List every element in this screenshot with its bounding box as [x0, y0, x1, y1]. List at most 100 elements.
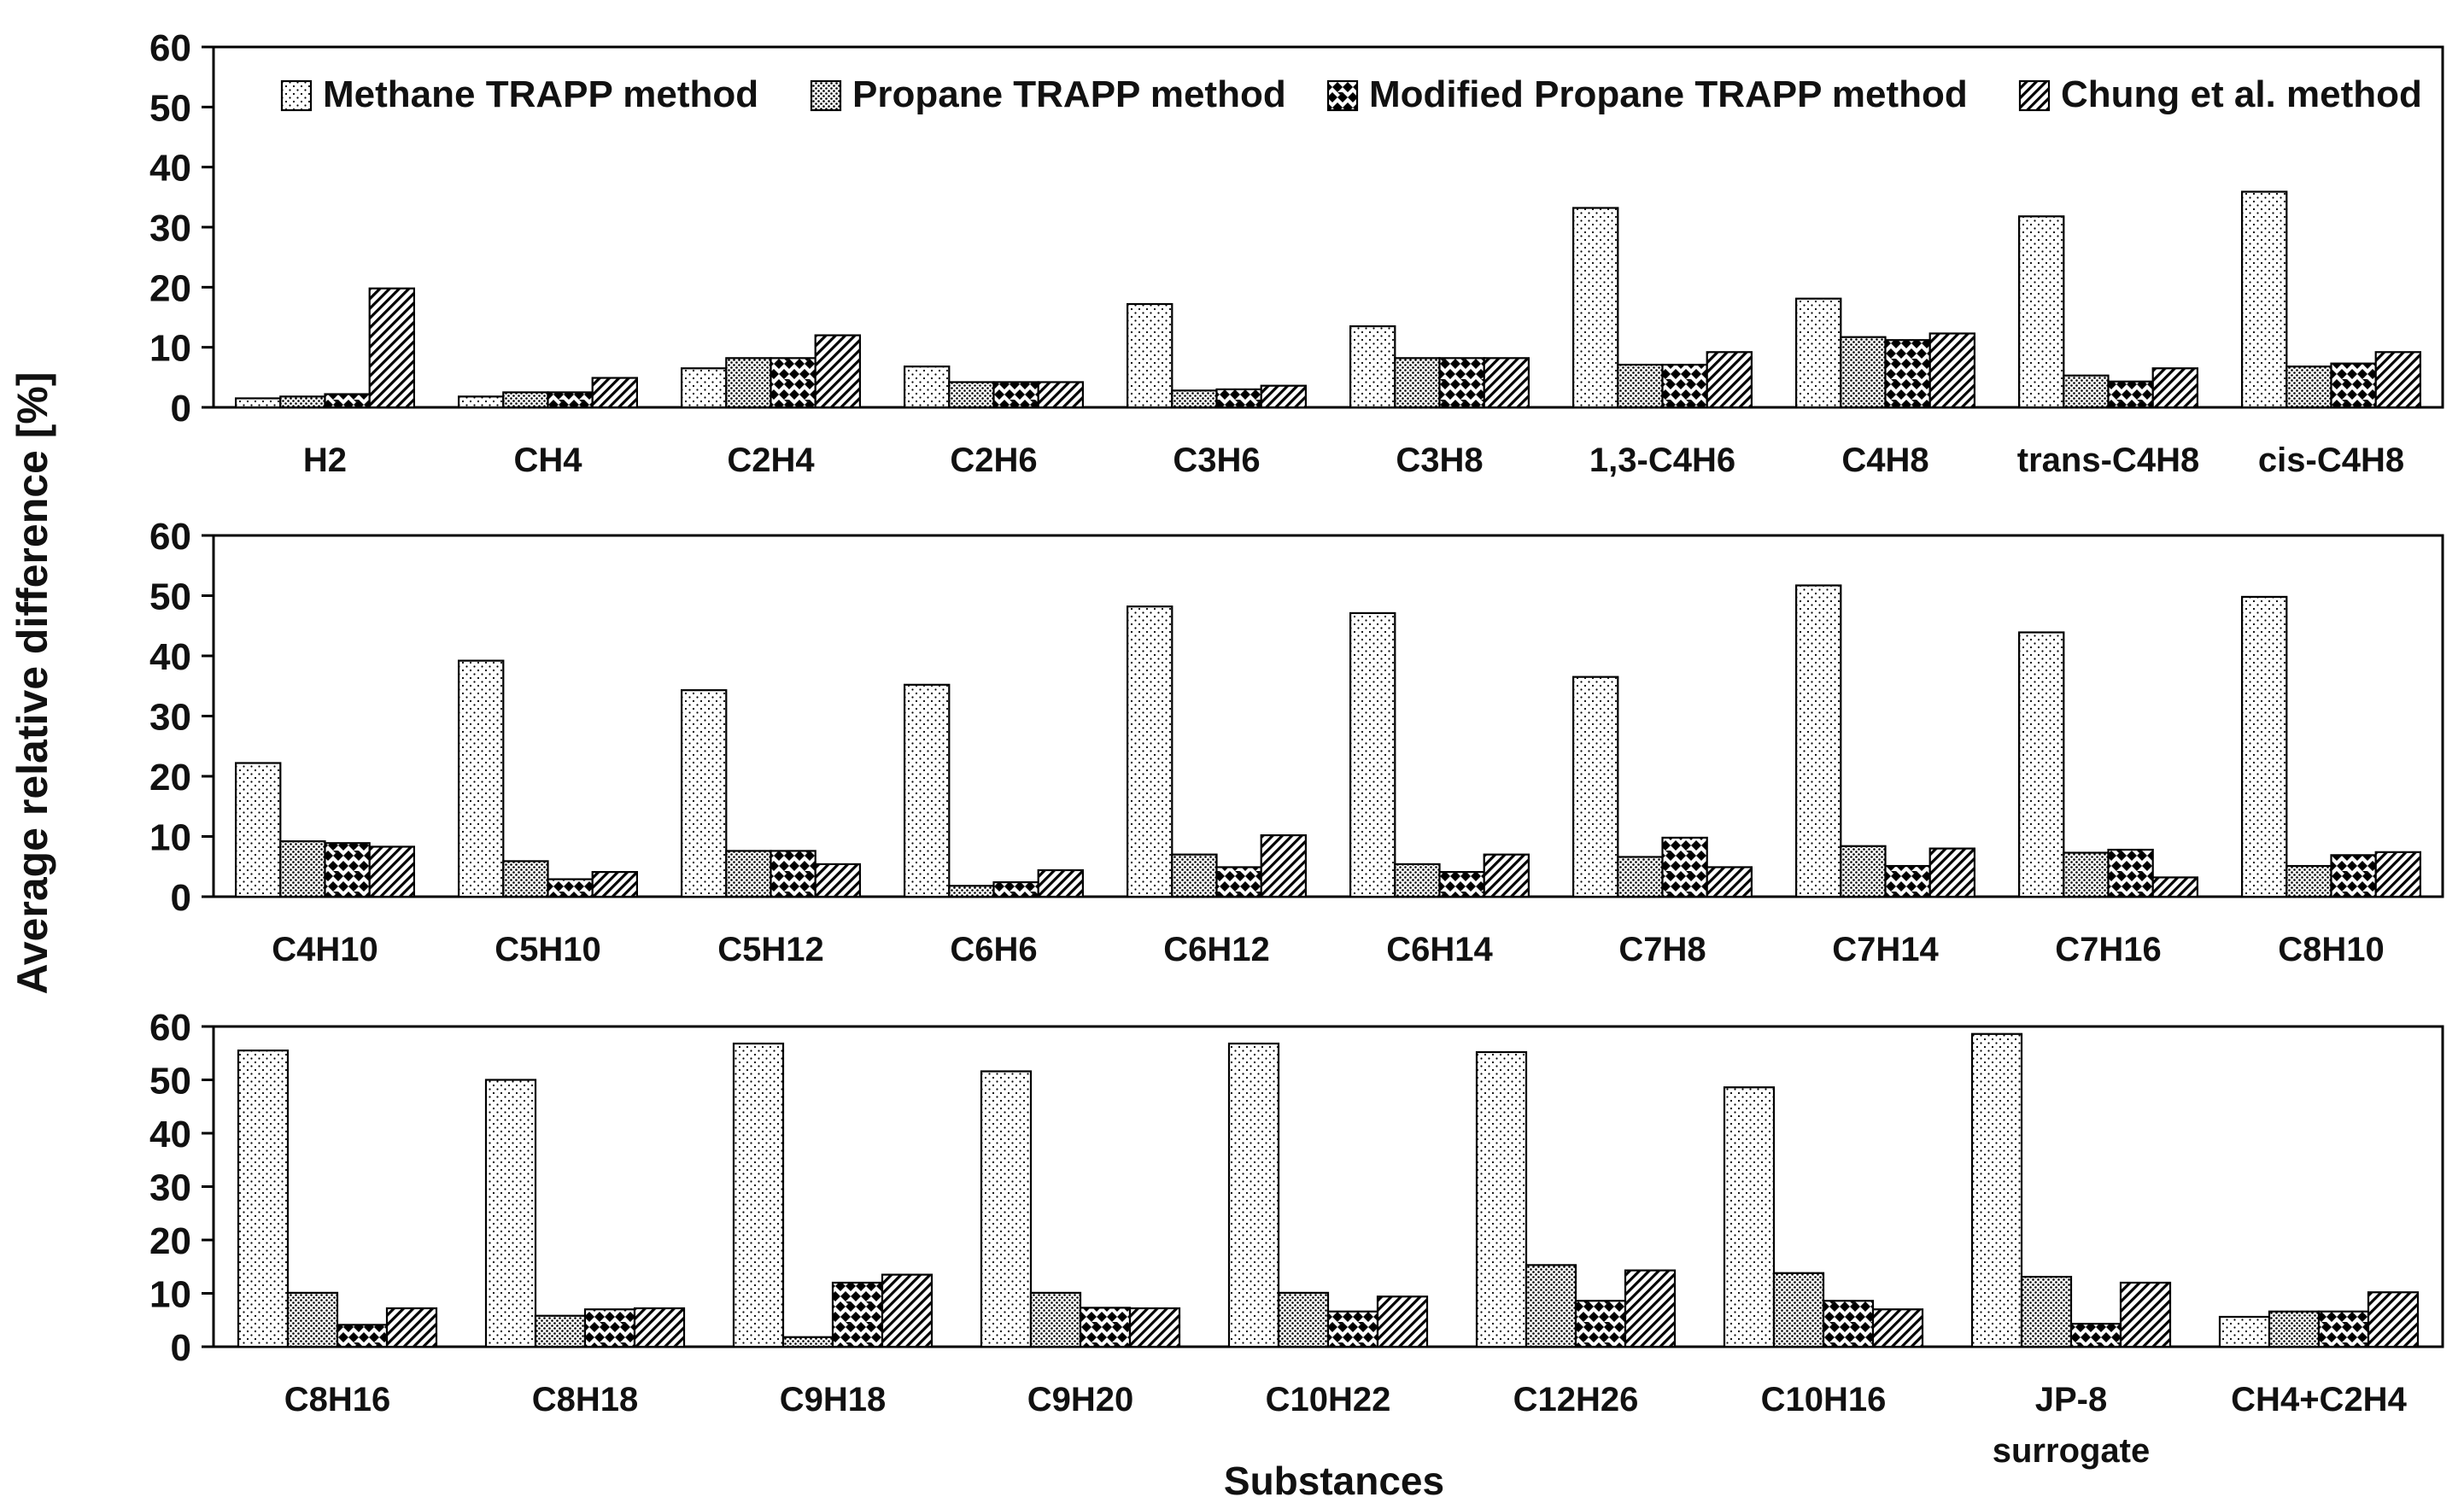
bar-dense-dots	[1772, 1272, 1825, 1348]
bar-sparse-dots	[2018, 215, 2065, 409]
bar-diagonal	[2119, 1281, 2172, 1348]
x-tick-label: C5H10	[495, 931, 601, 968]
bar-sparse-dots	[2218, 1315, 2271, 1348]
bar-sparse-dots	[1475, 1050, 1528, 1348]
bar-dense-dots	[279, 395, 326, 409]
bar-diagonal	[881, 1273, 934, 1348]
bar-dense-dots	[1171, 389, 1218, 409]
x-tick-label: cis-C4H8	[2258, 442, 2404, 479]
bar-diagonal	[385, 1307, 438, 1348]
bar-dense-dots	[1277, 1291, 1330, 1348]
bar-checker	[1438, 357, 1485, 409]
chart-panels: 0 10 20 30 40 50 60 H2 CH4 C2H4 C2H6 C3H6 C3H8 1,3-C4…	[149, 27, 2444, 1470]
bar-checker	[992, 381, 1039, 409]
bar-dense-dots	[1617, 856, 1664, 898]
x-tick-label: C9H18	[780, 1381, 887, 1418]
bar-checker	[2069, 1323, 2122, 1348]
bar-checker	[831, 1281, 884, 1348]
x-tick-label: C10H16	[1761, 1381, 1887, 1418]
y-tick-label: 10	[149, 328, 191, 370]
bar-checker	[2107, 380, 2154, 409]
bar-sparse-dots	[2241, 190, 2288, 409]
bar-diagonal	[1706, 351, 1753, 409]
y-tick-label: 10	[149, 1274, 191, 1316]
y-tick-label: 20	[149, 1220, 191, 1262]
x-tick-label: C3H6	[1173, 442, 1260, 479]
x-tick-label: 1,3-C4H6	[1589, 442, 1735, 479]
legend-swatch-diagonal	[2018, 79, 2051, 112]
legend-label: Modified Propane TRAPP method	[1369, 73, 1968, 115]
y-tick-label: 50	[149, 87, 191, 129]
bar-diagonal	[1037, 868, 1084, 898]
panel-2: 0 10 20 30 40 50 60 C4H10 C5H10 C5H12 C6H6 C6H12 C6H…	[149, 516, 2444, 968]
x-tick-label: C9H20	[1027, 1381, 1134, 1418]
bar-dense-dots	[948, 381, 995, 409]
bar-sparse-dots	[457, 659, 505, 898]
legend-swatch-dense-dots	[810, 79, 842, 112]
bar-diagonal	[2374, 851, 2421, 898]
bar-checker	[336, 1324, 389, 1348]
bar-checker	[547, 878, 594, 898]
y-tick-label: 10	[149, 817, 191, 859]
bar-diagonal	[2374, 351, 2421, 409]
bar-sparse-dots	[1723, 1086, 1776, 1348]
y-tick-label: 60	[149, 1007, 191, 1049]
x-tick-label: C6H14	[1386, 931, 1493, 968]
bar-checker	[1822, 1300, 1875, 1348]
bar-checker	[770, 357, 816, 409]
y-tick-label: 30	[149, 1167, 191, 1209]
bar-diagonal	[1928, 847, 1975, 898]
bar-checker	[2317, 1310, 2370, 1348]
bar-sparse-dots	[235, 397, 282, 409]
x-tick-label: C4H8	[1841, 442, 1928, 479]
bar-diagonal	[1128, 1307, 1181, 1348]
y-tick-label: 20	[149, 757, 191, 798]
x-tick-label: C2H4	[727, 442, 815, 479]
bar-dense-dots	[1171, 853, 1218, 898]
bar-diagonal	[633, 1307, 686, 1348]
bar-diagonal	[368, 845, 416, 898]
bar-diagonal	[814, 334, 862, 409]
x-tick-label: C6H12	[1163, 931, 1270, 968]
bar-diagonal	[2151, 367, 2198, 409]
bar-diagonal	[1037, 381, 1084, 409]
bar-dense-dots	[2285, 864, 2332, 898]
bar-dense-dots	[502, 391, 549, 409]
bar-checker	[324, 842, 371, 898]
bar-sparse-dots	[903, 366, 951, 409]
x-tick-label: C7H16	[2055, 931, 2162, 968]
legend-label: Methane TRAPP method	[323, 73, 758, 115]
y-tick-label: 30	[149, 208, 191, 249]
y-tick-label: 0	[171, 877, 191, 919]
bar-checker	[324, 393, 371, 409]
bar-dense-dots	[279, 840, 326, 898]
legend-label: Chung et al. method	[2061, 73, 2422, 115]
bar-sparse-dots	[1970, 1032, 2023, 1348]
y-tick-label: 40	[149, 636, 191, 678]
y-tick-label: 40	[149, 1114, 191, 1155]
legend-swatch-checker	[1326, 79, 1359, 112]
bar-dense-dots	[1840, 336, 1887, 409]
bar-dense-dots	[2020, 1276, 2073, 1348]
x-tick-label: H2	[303, 442, 347, 479]
panel-3: 0 10 20 30 40 50 60 C8H16 C8H18 C9H18 C9H20 C10H22 C…	[149, 1007, 2444, 1470]
bar-diagonal	[1260, 384, 1307, 409]
bar-checker	[547, 391, 594, 409]
bar-checker	[992, 880, 1039, 898]
bar-checker	[770, 850, 816, 898]
bar-sparse-dots	[237, 1050, 290, 1348]
bar-checker	[2330, 854, 2377, 898]
x-tick-label: C8H10	[2278, 931, 2385, 968]
bar-dense-dots	[948, 885, 995, 898]
x-tick-label: trans-C4H8	[2017, 442, 2199, 479]
bar-checker	[2107, 848, 2154, 898]
x-tick-label: C12H26	[1513, 1381, 1639, 1418]
bar-checker	[1438, 870, 1485, 898]
bar-sparse-dots	[1795, 297, 1842, 409]
x-tick-label: C6H6	[950, 931, 1037, 968]
bar-diagonal	[1483, 853, 1530, 898]
bar-dense-dots	[725, 850, 772, 898]
bar-sparse-dots	[680, 367, 728, 409]
bar-dense-dots	[781, 1336, 834, 1348]
